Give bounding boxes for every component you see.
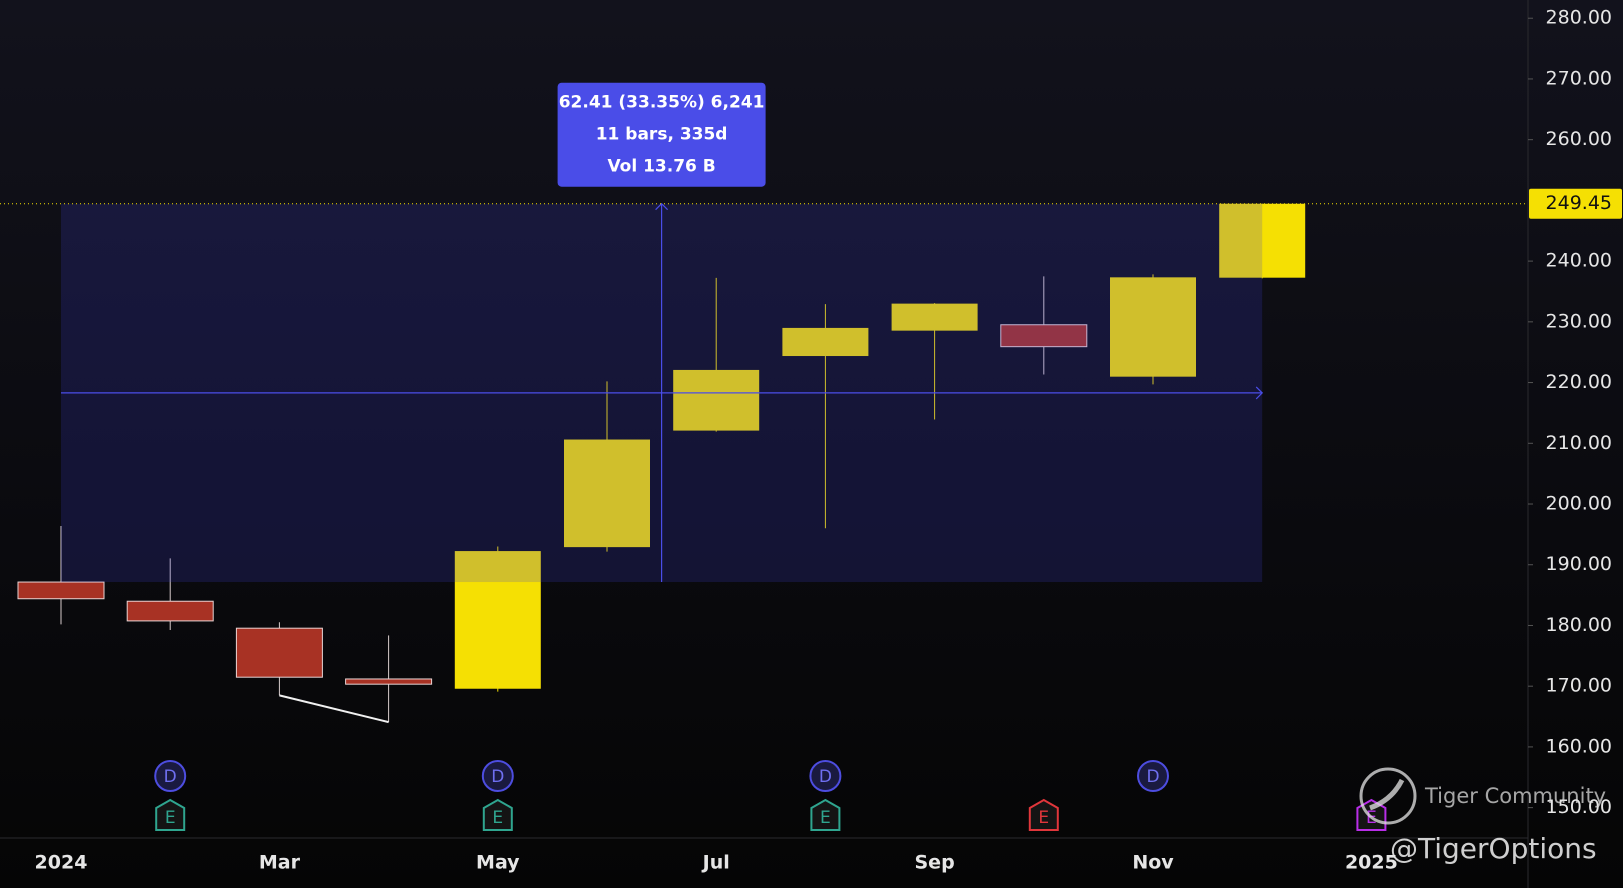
y-tick-label: 150.00 [1546,796,1612,818]
y-tick-label: 180.00 [1546,614,1612,636]
y-tick-label: 190.00 [1546,553,1612,575]
x-tick-label: Sep [915,852,955,874]
y-tick-label: 280.00 [1546,7,1612,29]
trend-line [279,694,389,724]
y-tick-label: 200.00 [1546,493,1612,515]
x-tick-label: Jul [701,852,730,874]
watermark-logo [1359,767,1417,825]
y-tick-label: 160.00 [1546,735,1612,757]
measure-text: Vol 13.76 B [607,157,715,177]
dividend-letter: D [1146,767,1159,787]
y-tick-label: 210.00 [1546,432,1612,454]
last-price-label: 249.45 [1546,192,1612,214]
earnings-letter: E [820,808,831,828]
earnings-letter: E [1038,808,1049,828]
last-price-box [1529,188,1622,219]
dividend-marker [809,760,842,792]
arrow-up [655,202,669,211]
x-tick-label: 2025 [1345,852,1398,874]
watermark-handle: @TigerOptions [1390,832,1597,865]
earnings-letter: E [492,808,503,828]
candle-body [891,303,978,331]
candle-body [1219,203,1306,278]
y-tick-label: 220.00 [1546,371,1612,393]
arrow-right [1255,386,1264,400]
earnings-marker [482,798,513,831]
dividend-letter: D [164,767,177,787]
watermark-logo-inner [1369,778,1405,811]
candle-body [345,678,433,685]
dividend-marker [1137,760,1169,792]
earnings-marker [155,798,186,831]
candle-body [17,581,105,600]
measure-text: 62.41 (33.35%) 6,241 [559,93,765,113]
candle-body [1110,277,1196,377]
candle-body [1000,324,1088,348]
dividend-letter: D [491,767,504,787]
candle-body [126,600,214,622]
candle-body [782,327,869,357]
candle-body [673,369,760,431]
x-tick-label: 2024 [35,852,88,874]
dividend-marker [154,760,187,792]
measure-tooltip [557,82,766,187]
candle-body [564,439,650,548]
earnings-marker [810,798,841,831]
candle-body [235,627,323,678]
x-tick-label: Mar [259,852,301,874]
dividend-marker [481,760,514,792]
y-tick-label: 170.00 [1546,675,1612,697]
y-tick-label: 270.00 [1546,67,1612,89]
earnings-marker [1028,798,1059,831]
dividend-letter: D [819,767,832,787]
measure-text: 11 bars, 335d [596,125,728,145]
y-tick-label: 240.00 [1546,250,1612,272]
y-tick-label: 230.00 [1546,310,1612,332]
y-tick-label: 260.00 [1546,128,1612,150]
earnings-letter: E [165,808,176,828]
x-tick-label: May [476,852,520,874]
x-tick-label: Nov [1132,852,1174,874]
candle-body [454,551,541,689]
watermark-brand: Tiger Community [1424,784,1606,808]
